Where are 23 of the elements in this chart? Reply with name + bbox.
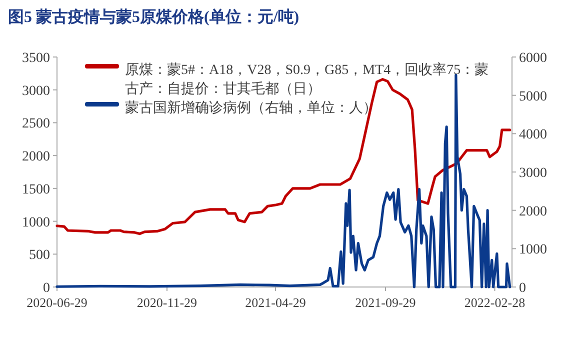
y-tick-label: 1500 — [22, 182, 50, 198]
y2-tick-label: 3000 — [519, 166, 547, 181]
y-tick-label: 0 — [43, 281, 50, 296]
x-tick-label: 2022-02-28 — [464, 295, 526, 310]
y2-tick-label: 0 — [519, 281, 526, 296]
y-tick-label: 3500 — [22, 51, 50, 66]
y2-tick-label: 2000 — [519, 204, 547, 220]
title: 图5 蒙古疫情与蒙5原煤价格(单位：元/吨) — [8, 9, 300, 26]
x-tick-label: 2020-11-29 — [136, 295, 198, 310]
x-tick-label: 2021-09-29 — [355, 295, 416, 310]
y2-tick-label: 1000 — [519, 242, 547, 258]
y-tick-label: 3000 — [22, 84, 50, 99]
y-tick-label: 500 — [29, 248, 50, 264]
y-tick-label: 2000 — [22, 150, 50, 165]
x-tick-label: 2020-06-29 — [26, 295, 88, 310]
y2-tick-label: 6000 — [519, 51, 547, 66]
y2-tick-label: 4000 — [519, 128, 547, 143]
y-tick-label: 1000 — [22, 215, 50, 230]
y-tick-label: 2500 — [22, 116, 50, 132]
y2-tick-label: 5000 — [519, 89, 547, 104]
legend-label: 蒙古国新增确诊病例（右轴，单位：人） — [125, 100, 377, 116]
legend-label: 原煤：蒙5#：A18，V28，S0.9，G85，MT4，回收率75：蒙古产：自提价：甘其毛都（日） — [125, 62, 489, 97]
x-tick-label: 2021-04-29 — [245, 295, 306, 310]
